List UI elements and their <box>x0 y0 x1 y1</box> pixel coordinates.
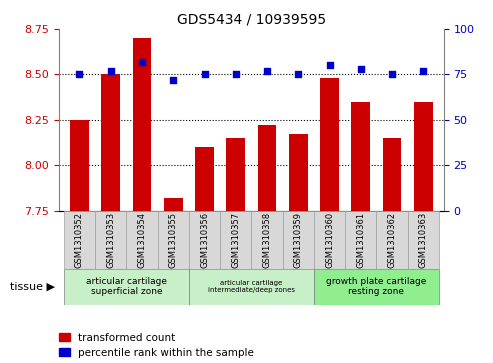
Bar <box>189 269 314 305</box>
Bar <box>158 211 189 269</box>
Point <box>107 68 115 74</box>
Text: growth plate cartilage
resting zone: growth plate cartilage resting zone <box>326 277 426 297</box>
Point <box>294 72 302 77</box>
Text: GSM1310358: GSM1310358 <box>263 212 272 268</box>
Point <box>263 68 271 74</box>
Bar <box>189 211 220 269</box>
Bar <box>70 120 89 211</box>
Point <box>169 77 177 83</box>
Text: GSM1310363: GSM1310363 <box>419 212 428 268</box>
Bar <box>377 211 408 269</box>
Text: GSM1310357: GSM1310357 <box>231 212 240 268</box>
Text: GSM1310353: GSM1310353 <box>106 212 115 268</box>
Text: GSM1310355: GSM1310355 <box>169 212 178 268</box>
Bar <box>126 211 158 269</box>
Title: GDS5434 / 10939595: GDS5434 / 10939595 <box>177 12 326 26</box>
Bar <box>289 134 308 211</box>
Text: GSM1310359: GSM1310359 <box>294 212 303 268</box>
Bar <box>164 198 182 211</box>
Point <box>138 59 146 65</box>
Text: GSM1310354: GSM1310354 <box>138 212 146 268</box>
Text: GSM1310361: GSM1310361 <box>356 212 365 268</box>
Text: GSM1310356: GSM1310356 <box>200 212 209 268</box>
Point <box>201 72 209 77</box>
Bar <box>251 211 282 269</box>
Text: articular cartilage
intermediate/deep zones: articular cartilage intermediate/deep zo… <box>208 280 295 293</box>
Legend: transformed count, percentile rank within the sample: transformed count, percentile rank withi… <box>60 333 254 358</box>
Bar <box>345 211 377 269</box>
Bar <box>414 102 433 211</box>
Point <box>357 66 365 72</box>
Bar <box>282 211 314 269</box>
Text: GSM1310362: GSM1310362 <box>387 212 396 268</box>
Bar <box>258 125 277 211</box>
Bar <box>314 211 345 269</box>
Text: tissue ▶: tissue ▶ <box>10 282 55 292</box>
Text: GSM1310360: GSM1310360 <box>325 212 334 268</box>
Point <box>420 68 427 74</box>
Bar <box>320 78 339 211</box>
Bar <box>95 211 126 269</box>
Bar <box>133 38 151 211</box>
Bar <box>102 74 120 211</box>
Point <box>326 62 334 68</box>
Bar <box>408 211 439 269</box>
Point <box>232 72 240 77</box>
Text: articular cartilage
superficial zone: articular cartilage superficial zone <box>86 277 167 297</box>
Bar <box>226 138 245 211</box>
Bar <box>64 269 189 305</box>
Bar <box>383 138 401 211</box>
Bar <box>220 211 251 269</box>
Bar <box>314 269 439 305</box>
Bar <box>352 102 370 211</box>
Point <box>75 72 83 77</box>
Bar <box>64 211 95 269</box>
Point <box>388 72 396 77</box>
Bar <box>195 147 214 211</box>
Text: GSM1310352: GSM1310352 <box>75 212 84 268</box>
